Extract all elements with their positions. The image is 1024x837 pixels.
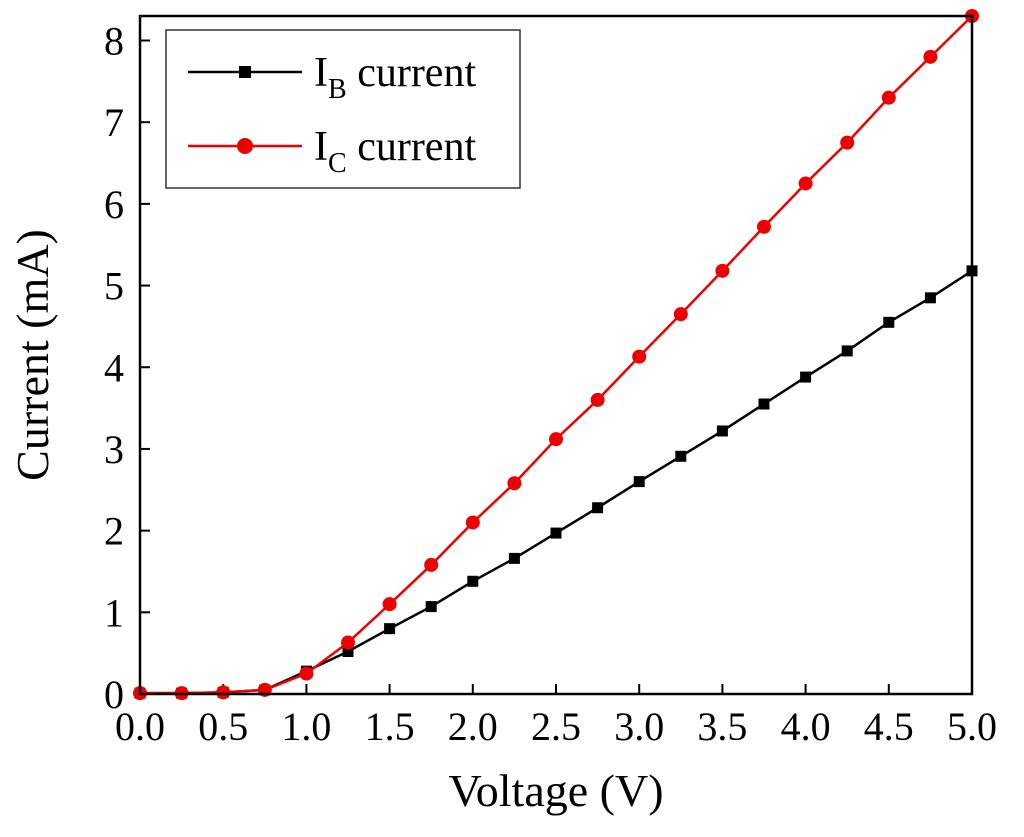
data-point-square (467, 575, 479, 587)
data-point-square (342, 646, 354, 658)
x-tick-label: 5.0 (947, 704, 997, 749)
y-tick-label: 6 (104, 182, 124, 227)
data-point-square (758, 398, 770, 410)
y-tick-label: 1 (104, 590, 124, 635)
x-tick-label: 2.0 (448, 704, 498, 749)
data-point-circle (299, 666, 314, 681)
data-point-circle (798, 176, 813, 191)
data-point-square (633, 476, 645, 488)
x-tick-label: 3.0 (614, 704, 664, 749)
data-point-circle (424, 557, 439, 572)
legend-entry-ic: IC current (188, 124, 476, 179)
data-point-circle (382, 597, 397, 612)
data-point-square (384, 623, 396, 635)
data-point-square (800, 371, 812, 383)
data-point-square (508, 552, 520, 564)
x-tick-label: 0.5 (198, 704, 248, 749)
data-point-circle (923, 49, 938, 64)
data-point-circle (673, 307, 688, 322)
data-point-circle (590, 392, 605, 407)
data-point-circle (840, 135, 855, 150)
data-point-square (675, 450, 687, 462)
data-point-circle (715, 263, 730, 278)
x-axis-title: Voltage (V) (448, 765, 663, 816)
data-point-square (924, 292, 936, 304)
legend-box (165, 29, 521, 189)
data-point-square (841, 345, 853, 357)
x-tick-label: 1.0 (281, 704, 331, 749)
data-point-circle (881, 90, 896, 105)
data-point-square (592, 502, 604, 514)
data-point-circle (549, 432, 563, 447)
data-point-circle (465, 515, 480, 530)
data-point-square (425, 601, 437, 613)
data-point-circle (341, 635, 355, 650)
series-line-square (140, 269, 973, 695)
data-point-circle (507, 476, 522, 491)
legend-label-ic: IC current (314, 124, 476, 179)
x-tick-label: 4.0 (781, 704, 831, 749)
square-marker-icon (239, 66, 251, 78)
y-tick-label: 2 (104, 509, 124, 554)
y-tick-label: 4 (104, 345, 124, 390)
legend-entry-ib: IB current (188, 50, 476, 105)
y-tick-label: 7 (104, 100, 124, 145)
y-tick-label: 3 (104, 427, 124, 472)
x-tick-label: 0.0 (115, 704, 165, 749)
y-tick-label: 5 (104, 264, 124, 309)
legend: IB current IC current (165, 29, 521, 189)
data-point-square (883, 316, 895, 328)
data-point-square (716, 425, 728, 437)
y-axis-title: Current (mA) (7, 229, 58, 481)
x-tick-label: 2.5 (531, 704, 581, 749)
data-point-circle (632, 349, 647, 364)
data-point-circle (757, 219, 771, 234)
x-tick-label: 4.5 (864, 704, 914, 749)
y-tick-label: 0 (104, 672, 124, 717)
y-tick-label: 8 (104, 19, 124, 64)
plot-frame (138, 14, 974, 696)
legend-label-ib: IB current (314, 50, 476, 105)
axis-ticks: 0.0 0.5 1.0 1.5 2.0 2.5 3.0 3.5 4.0 4.5 5.0 0 1 2 3 4 5 6… (104, 19, 997, 749)
data-point-circle (216, 685, 231, 700)
x-tick-label: 1.5 (365, 704, 415, 749)
circle-marker-icon (237, 138, 253, 154)
x-tick-label: 3.5 (697, 704, 747, 749)
data-point-square (550, 527, 562, 539)
